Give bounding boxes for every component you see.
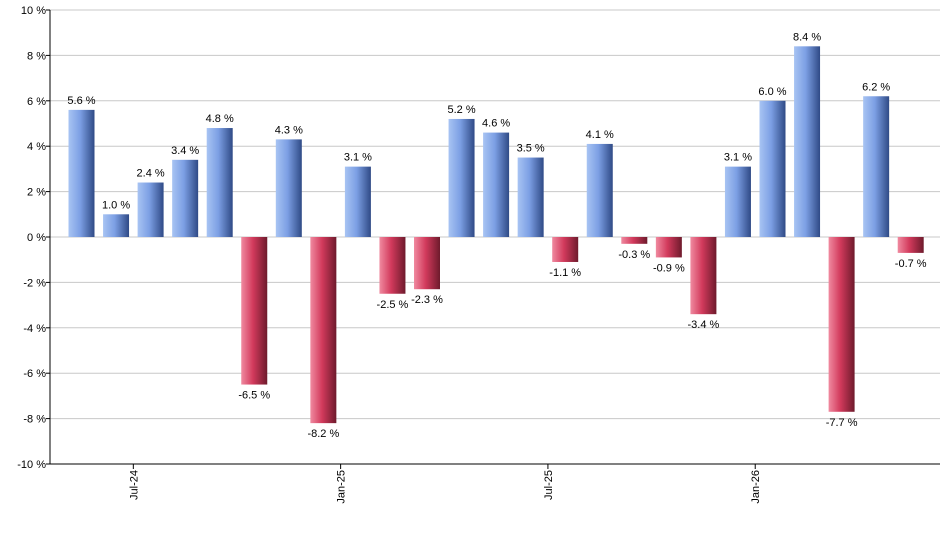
bar-positive bbox=[137, 182, 164, 237]
y-tick-label: 0 % bbox=[27, 232, 46, 244]
data-label: -0.3 % bbox=[618, 249, 650, 261]
data-labels: 5.6 % 1.0 % 2.4 % 3.4 % 4.8 % -6.5 % 4.3 % -8.2… bbox=[67, 31, 926, 440]
data-label: -1.1 % bbox=[549, 267, 581, 279]
y-tick-label: -2 % bbox=[23, 277, 46, 289]
y-tick-label: -10 % bbox=[17, 459, 46, 471]
x-tick-label: Jan-25 bbox=[336, 470, 348, 504]
bar-negative bbox=[621, 237, 648, 244]
y-tick-label: 6 % bbox=[27, 96, 46, 108]
y-tick-label: -6 % bbox=[23, 368, 46, 380]
bar-positive bbox=[759, 100, 786, 237]
x-tick-labels: Jul-24 Jan-25 Jul-25 Jan-26 bbox=[128, 470, 762, 504]
bar-positive bbox=[483, 132, 510, 237]
data-label: 3.1 % bbox=[344, 152, 372, 164]
data-label: 8.4 % bbox=[793, 31, 821, 43]
y-tick-label: 10 % bbox=[21, 5, 46, 17]
data-label: -8.2 % bbox=[307, 428, 339, 440]
axes bbox=[46, 9, 940, 469]
data-label: 5.2 % bbox=[447, 104, 475, 116]
bar-positive bbox=[172, 159, 199, 237]
data-label: 3.1 % bbox=[724, 152, 752, 164]
bar-negative bbox=[379, 237, 406, 294]
bar-positive bbox=[794, 46, 821, 237]
y-tick-labels: 10 % 8 % 6 % 4 % 2 % 0 % -2 % -4 % -6 % -8 % -10 % bbox=[17, 5, 46, 471]
data-label: -2.3 % bbox=[411, 294, 443, 306]
bar-negative bbox=[828, 237, 855, 412]
bar-negative bbox=[897, 237, 924, 253]
data-label: -0.9 % bbox=[653, 262, 685, 274]
bar-positive bbox=[863, 96, 890, 237]
bar-positive bbox=[448, 118, 475, 237]
data-label: -2.5 % bbox=[377, 299, 409, 311]
data-label: 1.0 % bbox=[102, 199, 130, 211]
y-tick-label: 8 % bbox=[27, 50, 46, 62]
data-label: 6.2 % bbox=[862, 81, 890, 93]
bar-negative bbox=[690, 237, 717, 315]
data-label: 2.4 % bbox=[137, 168, 165, 180]
bar-positive bbox=[275, 139, 302, 237]
x-tick-label: Jul-24 bbox=[128, 470, 140, 500]
data-label: 5.6 % bbox=[67, 95, 95, 107]
bars bbox=[68, 46, 924, 424]
y-tick-label: 4 % bbox=[27, 141, 46, 153]
data-label: -7.7 % bbox=[826, 417, 858, 429]
data-label: 4.1 % bbox=[586, 129, 614, 141]
data-label: 6.0 % bbox=[758, 86, 786, 98]
bar-negative bbox=[552, 237, 579, 262]
bar-negative bbox=[414, 237, 440, 290]
bar-positive bbox=[68, 109, 95, 237]
y-tick-label: 2 % bbox=[27, 187, 46, 199]
y-tick-label: -8 % bbox=[23, 414, 46, 426]
bar-positive bbox=[344, 166, 371, 237]
bar-positive bbox=[517, 157, 544, 237]
bar-positive bbox=[206, 128, 233, 237]
data-label: -3.4 % bbox=[688, 319, 720, 331]
data-label: 3.4 % bbox=[171, 145, 199, 157]
bar-negative bbox=[241, 237, 268, 385]
y-tick-label: -4 % bbox=[23, 323, 46, 335]
data-label: 3.5 % bbox=[517, 143, 545, 155]
bar-positive bbox=[724, 166, 751, 237]
bar-positive bbox=[103, 214, 130, 237]
data-label: -0.7 % bbox=[895, 258, 927, 270]
bar-negative bbox=[310, 237, 337, 424]
data-label: 4.6 % bbox=[482, 118, 510, 130]
data-label: -6.5 % bbox=[238, 390, 270, 402]
x-tick-label: Jan-26 bbox=[750, 470, 762, 504]
bar-negative bbox=[655, 237, 682, 258]
bar-positive bbox=[586, 143, 613, 237]
x-tick-label: Jul-25 bbox=[543, 470, 555, 500]
data-label: 4.3 % bbox=[275, 124, 303, 136]
data-label: 4.8 % bbox=[206, 113, 234, 125]
